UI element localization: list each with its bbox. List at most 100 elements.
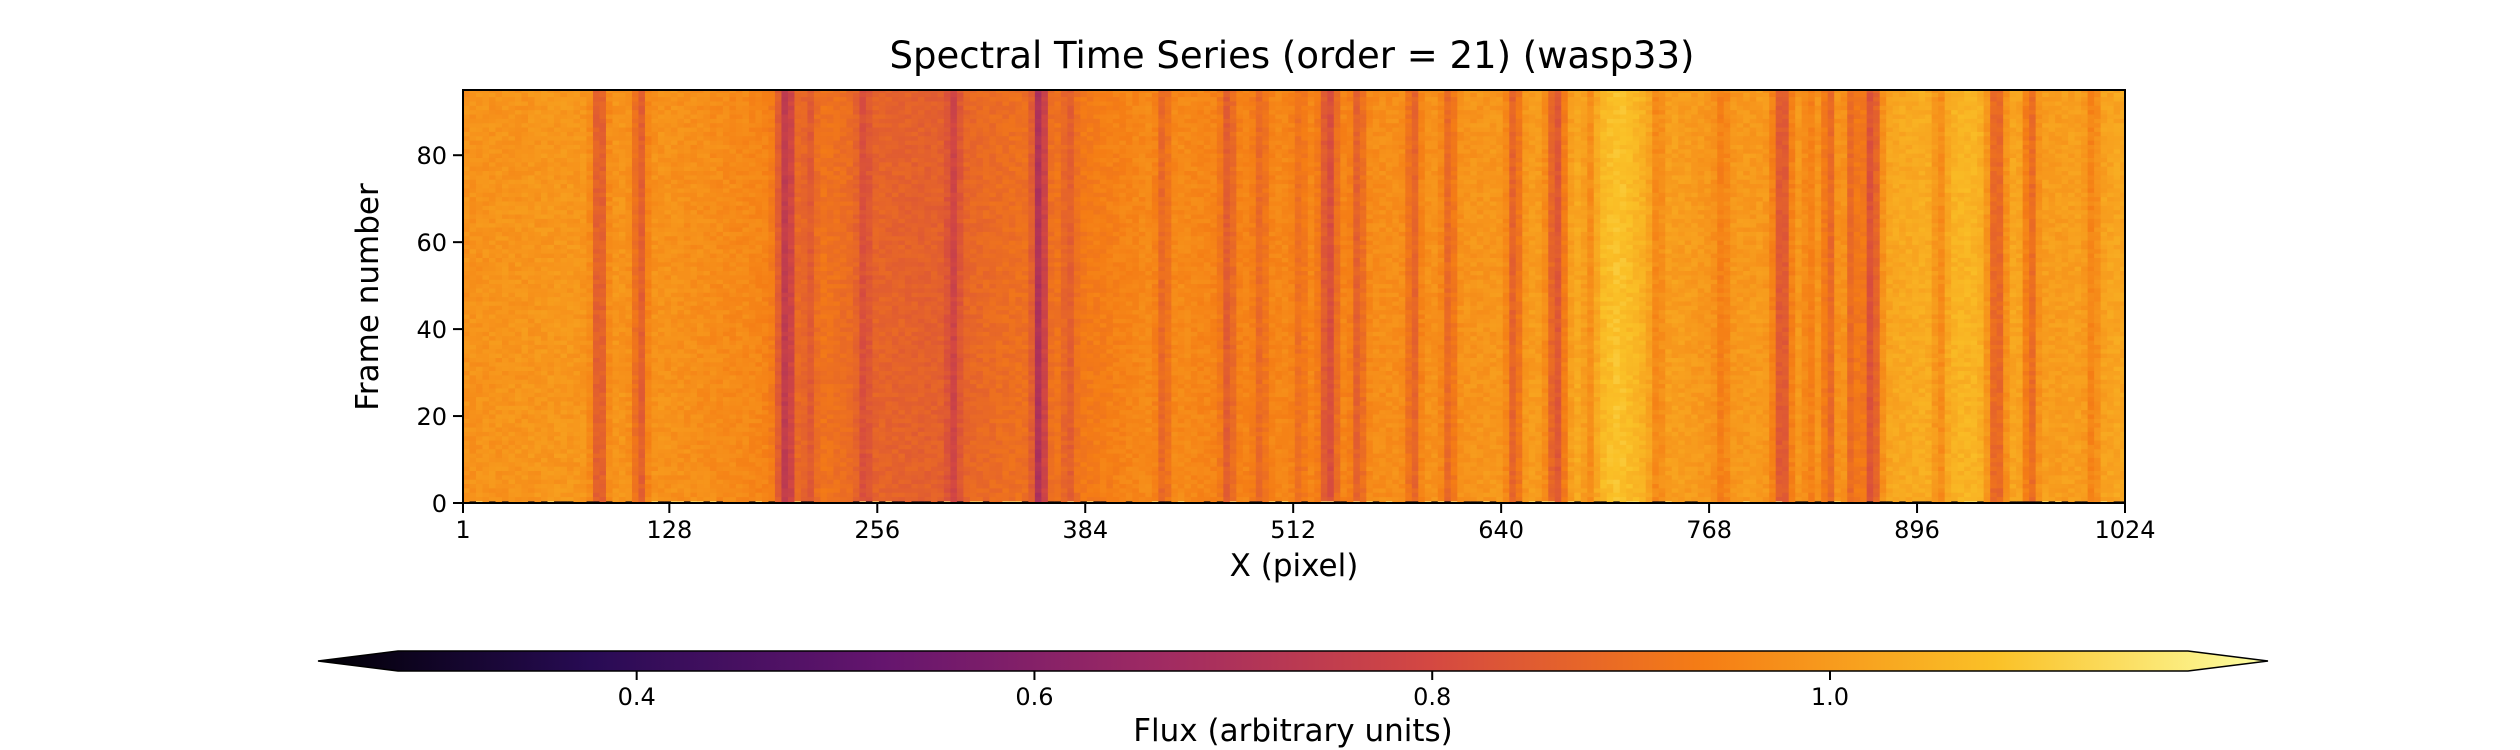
heatmap-cell: [2010, 427, 2017, 432]
heatmap-cell: [1847, 423, 1854, 428]
heatmap-cell: [1353, 475, 1360, 480]
heatmap-cell: [911, 470, 918, 475]
heatmap-cell: [1080, 431, 1087, 436]
heatmap-cell: [1860, 466, 1867, 471]
heatmap-cell: [807, 466, 814, 471]
heatmap-cell: [2068, 457, 2075, 462]
heatmap-cell: [1893, 466, 1900, 471]
heatmap-cell: [814, 462, 821, 467]
heatmap-cell: [560, 440, 567, 445]
heatmap-cell: [1990, 462, 1997, 467]
heatmap-cell: [872, 449, 879, 454]
heatmap-cell: [1301, 431, 1308, 436]
heatmap-cell: [1392, 453, 1399, 458]
heatmap-cell: [1444, 444, 1451, 449]
heatmap-cell: [788, 423, 795, 428]
heatmap-cell: [1925, 479, 1932, 484]
heatmap-cell: [931, 483, 938, 488]
heatmap-cell: [1223, 427, 1230, 432]
heatmap-cell: [1964, 462, 1971, 467]
heatmap-cell: [1568, 457, 1575, 462]
heatmap-cell: [866, 483, 873, 488]
heatmap-cell: [502, 423, 509, 428]
heatmap-cell: [1509, 427, 1516, 432]
heatmap-cell: [2088, 457, 2095, 462]
heatmap-cell: [1308, 444, 1315, 449]
heatmap-cell: [1067, 470, 1074, 475]
heatmap-cell: [1522, 492, 1529, 497]
heatmap-cell: [853, 427, 860, 432]
heatmap-cell: [1932, 457, 1939, 462]
heatmap-cell: [1808, 479, 1815, 484]
heatmap-cell: [820, 466, 827, 471]
heatmap-cell: [723, 449, 730, 454]
heatmap-cell: [866, 466, 873, 471]
heatmap-cell: [1964, 431, 1971, 436]
heatmap-cell: [1197, 423, 1204, 428]
heatmap-cell: [2068, 492, 2075, 497]
heatmap-cell: [1243, 436, 1250, 441]
heatmap-cell: [983, 457, 990, 462]
heatmap-cell: [1529, 449, 1536, 454]
heatmap-cell: [2088, 496, 2095, 501]
heatmap-cell: [723, 483, 730, 488]
heatmap-cell: [638, 431, 645, 436]
heatmap-cell: [1971, 436, 1978, 441]
heatmap-cell: [1093, 457, 1100, 462]
heatmap-cell: [1132, 475, 1139, 480]
heatmap-cell: [1906, 453, 1913, 458]
heatmap-cell: [2042, 453, 2049, 458]
heatmap-cell: [1490, 440, 1497, 445]
heatmap-cell: [547, 423, 554, 428]
heatmap-cell: [684, 462, 691, 467]
heatmap-cell: [1561, 444, 1568, 449]
heatmap-cell: [1945, 483, 1952, 488]
heatmap-cell: [1925, 440, 1932, 445]
heatmap-cell: [2101, 427, 2108, 432]
heatmap-cell: [1971, 444, 1978, 449]
heatmap-cell: [1132, 466, 1139, 471]
heatmap-cell: [1035, 423, 1042, 428]
heatmap-cell: [755, 453, 762, 458]
heatmap-cell: [560, 479, 567, 484]
heatmap-cell: [1243, 418, 1250, 423]
heatmap-cell: [2003, 423, 2010, 428]
heatmap-cell: [1626, 475, 1633, 480]
heatmap-cell: [729, 444, 736, 449]
heatmap-cell: [963, 423, 970, 428]
heatmap-cell: [2003, 440, 2010, 445]
heatmap-cell: [1054, 470, 1061, 475]
heatmap-cell: [807, 488, 814, 493]
heatmap-cell: [554, 427, 561, 432]
heatmap-cell: [1457, 457, 1464, 462]
heatmap-cell: [1054, 431, 1061, 436]
heatmap-cell: [749, 466, 756, 471]
heatmap-cell: [1821, 423, 1828, 428]
heatmap-cell: [1477, 457, 1484, 462]
heatmap-cell: [1028, 427, 1035, 432]
heatmap-cell: [1067, 431, 1074, 436]
heatmap-cell: [1776, 470, 1783, 475]
heatmap-cell: [2029, 496, 2036, 501]
heatmap-cell: [1139, 466, 1146, 471]
heatmap-cell: [1470, 427, 1477, 432]
heatmap-cell: [697, 431, 704, 436]
heatmap-cell: [1997, 475, 2004, 480]
heatmap-cell: [1340, 457, 1347, 462]
heatmap-cell: [1750, 457, 1757, 462]
heatmap-cell: [690, 444, 697, 449]
heatmap-cell: [1815, 496, 1822, 501]
heatmap-cell: [476, 431, 483, 436]
heatmap-cell: [1997, 462, 2004, 467]
heatmap-cell: [1873, 440, 1880, 445]
heatmap-cell: [918, 453, 925, 458]
heatmap-cell: [1106, 466, 1113, 471]
heatmap-cell: [1457, 449, 1464, 454]
heatmap-cell: [1145, 453, 1152, 458]
heatmap-cell: [1594, 492, 1601, 497]
heatmap-cell: [606, 418, 613, 423]
heatmap-cell: [1574, 488, 1581, 493]
heatmap-cell: [2029, 453, 2036, 458]
heatmap-cell: [2075, 488, 2082, 493]
heatmap-cell: [1685, 496, 1692, 501]
